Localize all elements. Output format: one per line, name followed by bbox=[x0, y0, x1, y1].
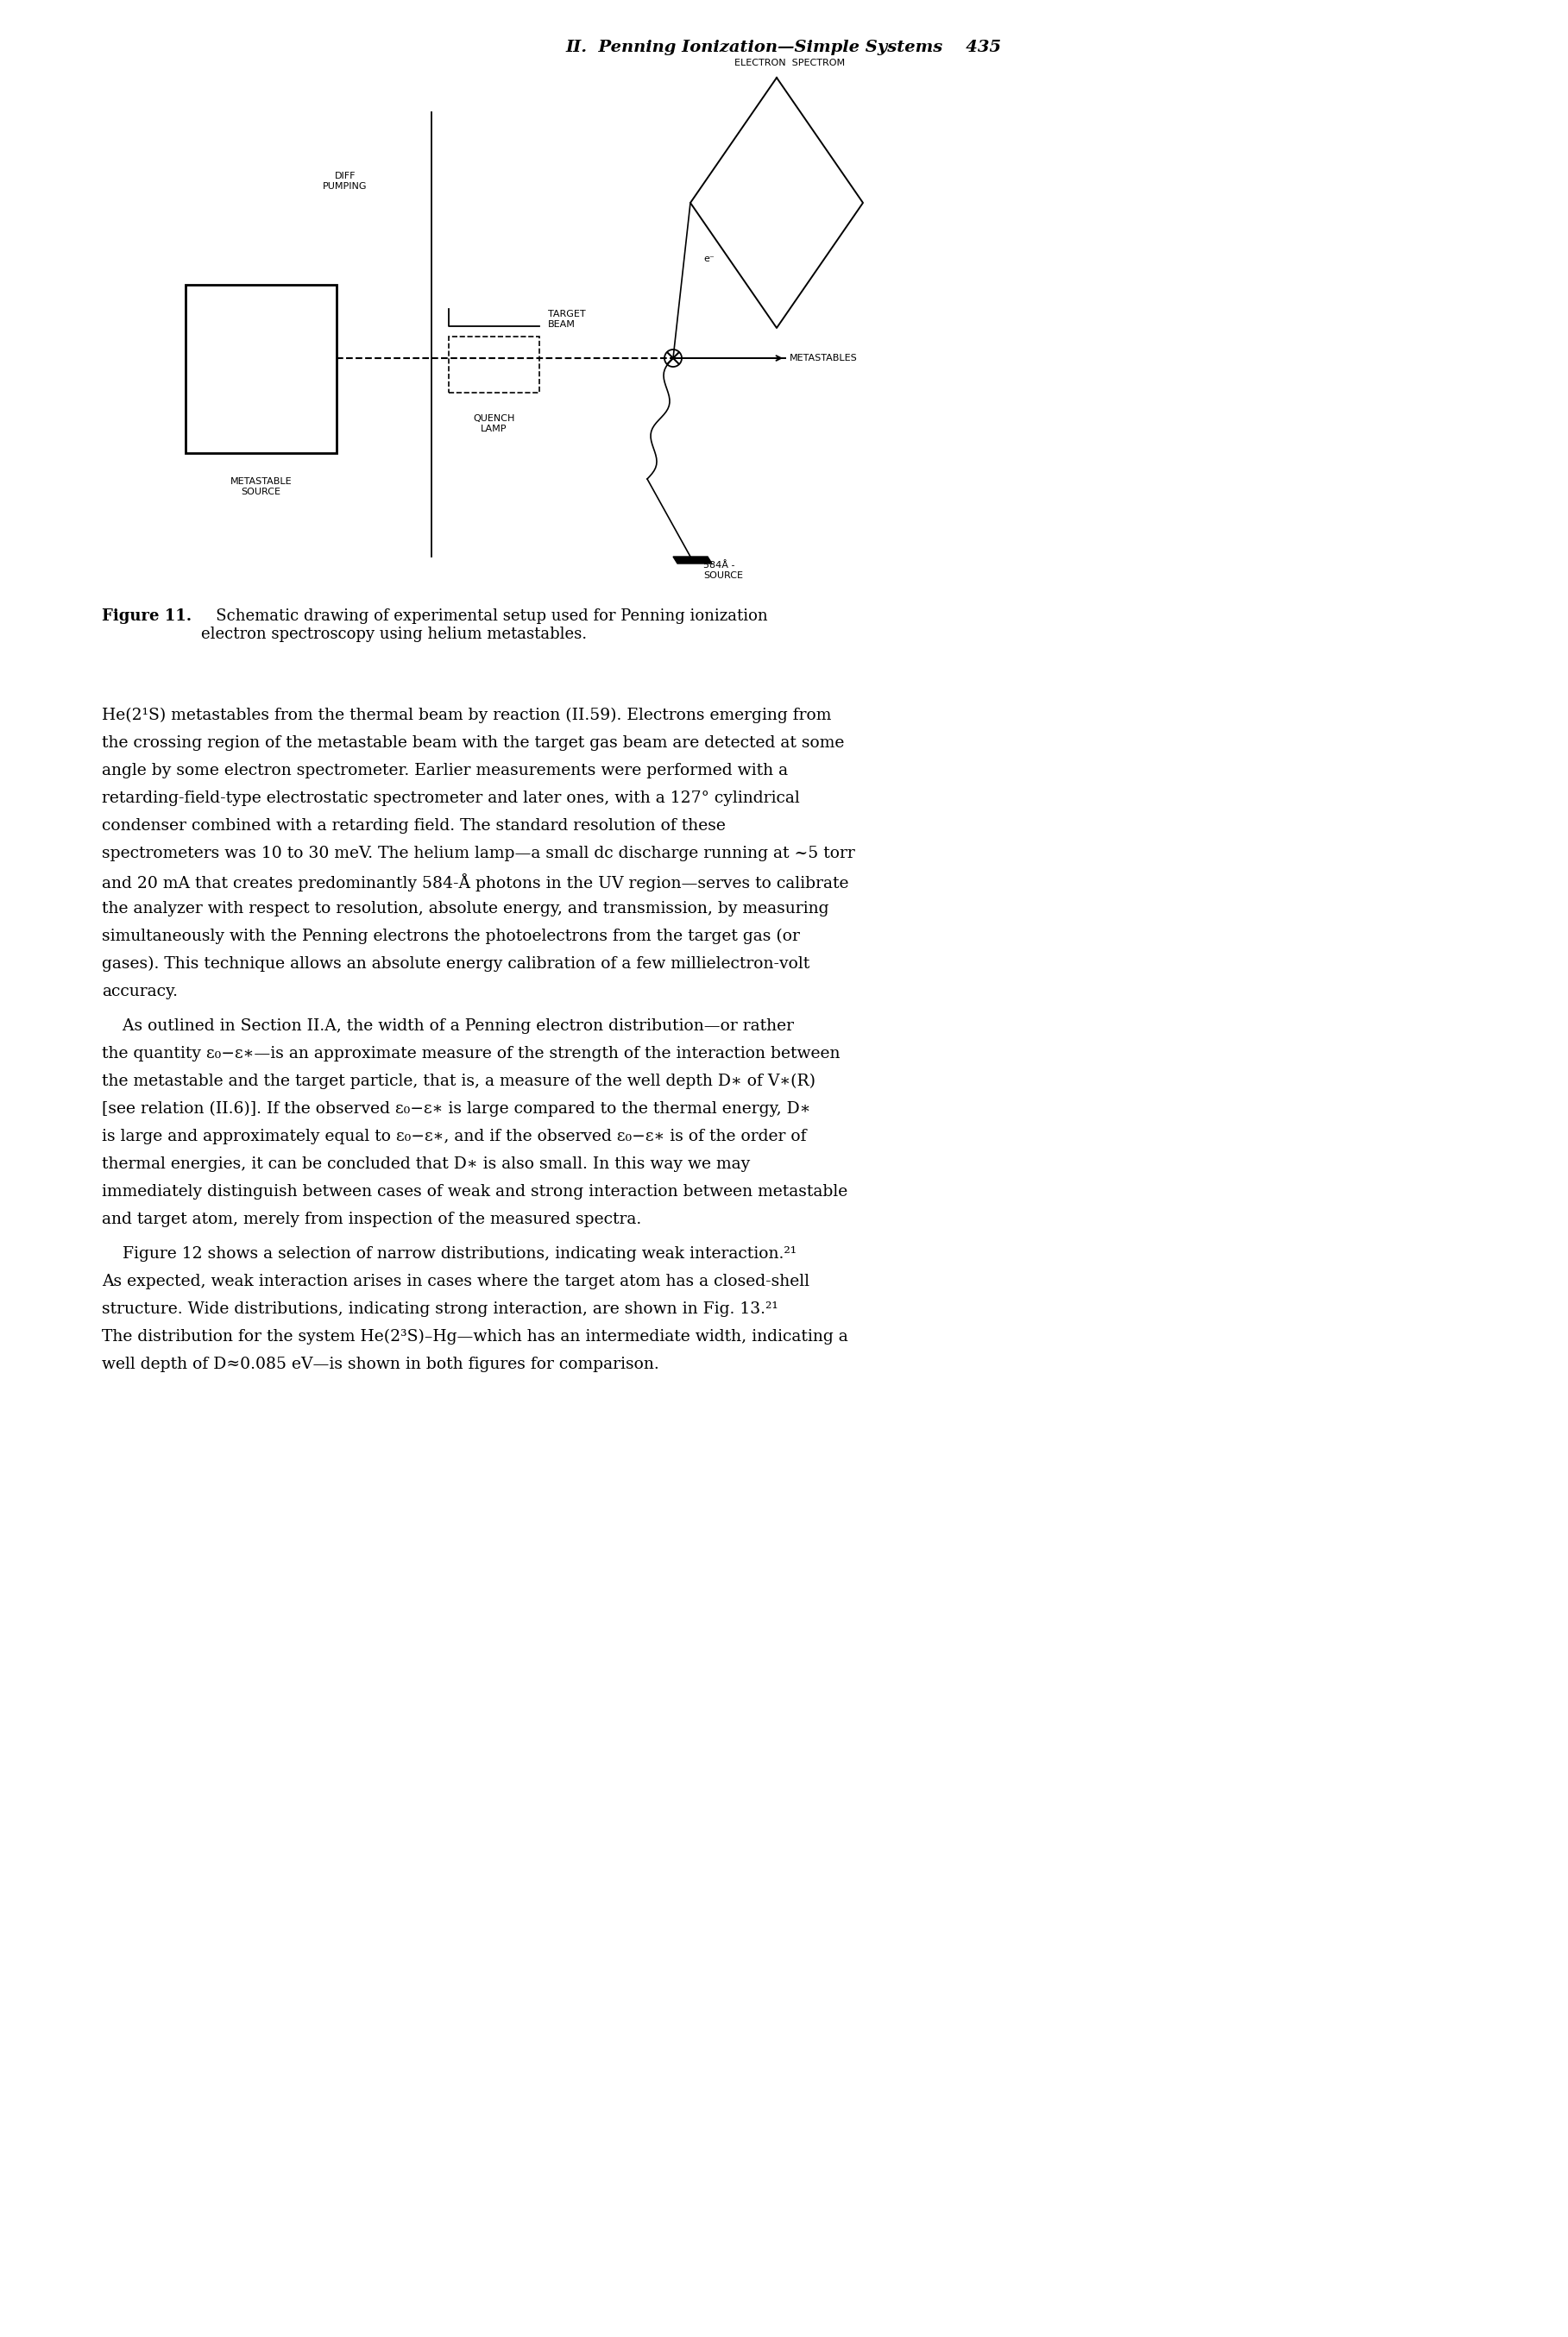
Text: angle by some electron spectrometer. Earlier measurements were performed with a: angle by some electron spectrometer. Ear… bbox=[102, 762, 789, 778]
Text: structure. Wide distributions, indicating strong interaction, are shown in Fig. : structure. Wide distributions, indicatin… bbox=[102, 1302, 778, 1318]
Text: spectrometers was 10 to 30 meV. The helium lamp—a small dc discharge running at : spectrometers was 10 to 30 meV. The heli… bbox=[102, 846, 855, 862]
Text: As expected, weak interaction arises in cases where the target atom has a closed: As expected, weak interaction arises in … bbox=[102, 1274, 809, 1290]
Text: QUENCH
LAMP: QUENCH LAMP bbox=[474, 414, 514, 432]
Text: Figure 12 shows a selection of narrow distributions, indicating weak interaction: Figure 12 shows a selection of narrow di… bbox=[102, 1246, 797, 1262]
Text: TARGET
BEAM: TARGET BEAM bbox=[547, 311, 585, 330]
Text: the crossing region of the metastable beam with the target gas beam are detected: the crossing region of the metastable be… bbox=[102, 736, 844, 750]
Text: e⁻: e⁻ bbox=[704, 255, 715, 264]
Text: DIFF
PUMPING: DIFF PUMPING bbox=[323, 173, 367, 192]
Text: Schematic drawing of experimental setup used for Penning ionization
electron spe: Schematic drawing of experimental setup … bbox=[201, 608, 768, 643]
Text: immediately distinguish between cases of weak and strong interaction between met: immediately distinguish between cases of… bbox=[102, 1185, 848, 1199]
Text: is large and approximately equal to ε₀−ε∗, and if the observed ε₀−ε∗ is of the o: is large and approximately equal to ε₀−ε… bbox=[102, 1129, 806, 1145]
Text: accuracy.: accuracy. bbox=[102, 984, 177, 1000]
Text: the analyzer with respect to resolution, absolute energy, and transmission, by m: the analyzer with respect to resolution,… bbox=[102, 902, 829, 916]
Text: METASTABLES: METASTABLES bbox=[790, 353, 858, 362]
Text: ELECTRON  SPECTROM: ELECTRON SPECTROM bbox=[734, 58, 845, 68]
Text: gases). This technique allows an absolute energy calibration of a few millielect: gases). This technique allows an absolut… bbox=[102, 956, 809, 972]
Text: condenser combined with a retarding field. The standard resolution of these: condenser combined with a retarding fiel… bbox=[102, 818, 726, 834]
Text: Figure 11.: Figure 11. bbox=[102, 608, 191, 624]
Text: [see relation (II.6)]. If the observed ε₀−ε∗ is large compared to the thermal en: [see relation (II.6)]. If the observed ε… bbox=[102, 1101, 811, 1117]
Text: The distribution for the system He(2³S)–Hg—which has an intermediate width, indi: The distribution for the system He(2³S)–… bbox=[102, 1330, 848, 1344]
Polygon shape bbox=[673, 556, 712, 563]
Text: As outlined in Section II.A, the width of a Penning electron distribution—or rat: As outlined in Section II.A, the width o… bbox=[102, 1019, 793, 1033]
Text: METASTABLE
SOURCE: METASTABLE SOURCE bbox=[230, 477, 292, 495]
Text: He(2¹S) metastables from the thermal beam by reaction (II.59). Electrons emergin: He(2¹S) metastables from the thermal bea… bbox=[102, 708, 831, 724]
Text: and target atom, merely from inspection of the measured spectra.: and target atom, merely from inspection … bbox=[102, 1211, 641, 1227]
Text: the metastable and the target particle, that is, a measure of the well depth D∗ : the metastable and the target particle, … bbox=[102, 1073, 815, 1089]
Text: simultaneously with the Penning electrons the photoelectrons from the target gas: simultaneously with the Penning electron… bbox=[102, 928, 800, 944]
Text: and 20 mA that creates predominantly 584-Å photons in the UV region—serves to ca: and 20 mA that creates predominantly 584… bbox=[102, 874, 848, 890]
Text: well depth of D≈0.085 eV—is shown in both figures for comparison.: well depth of D≈0.085 eV—is shown in bot… bbox=[102, 1358, 659, 1372]
Bar bbox=[185, 285, 337, 453]
Text: II.  Penning Ionization—Simple Systems    435: II. Penning Ionization—Simple Systems 43… bbox=[566, 40, 1002, 56]
Text: 584Å -
SOURCE: 584Å - SOURCE bbox=[704, 561, 743, 580]
Text: the quantity ε₀−ε∗—is an approximate measure of the strength of the interaction : the quantity ε₀−ε∗—is an approximate mea… bbox=[102, 1047, 840, 1061]
Bar bbox=[448, 337, 539, 393]
Text: retarding-field-type electrostatic spectrometer and later ones, with a 127° cyli: retarding-field-type electrostatic spect… bbox=[102, 790, 800, 806]
Text: thermal energies, it can be concluded that D∗ is also small. In this way we may: thermal energies, it can be concluded th… bbox=[102, 1157, 750, 1171]
